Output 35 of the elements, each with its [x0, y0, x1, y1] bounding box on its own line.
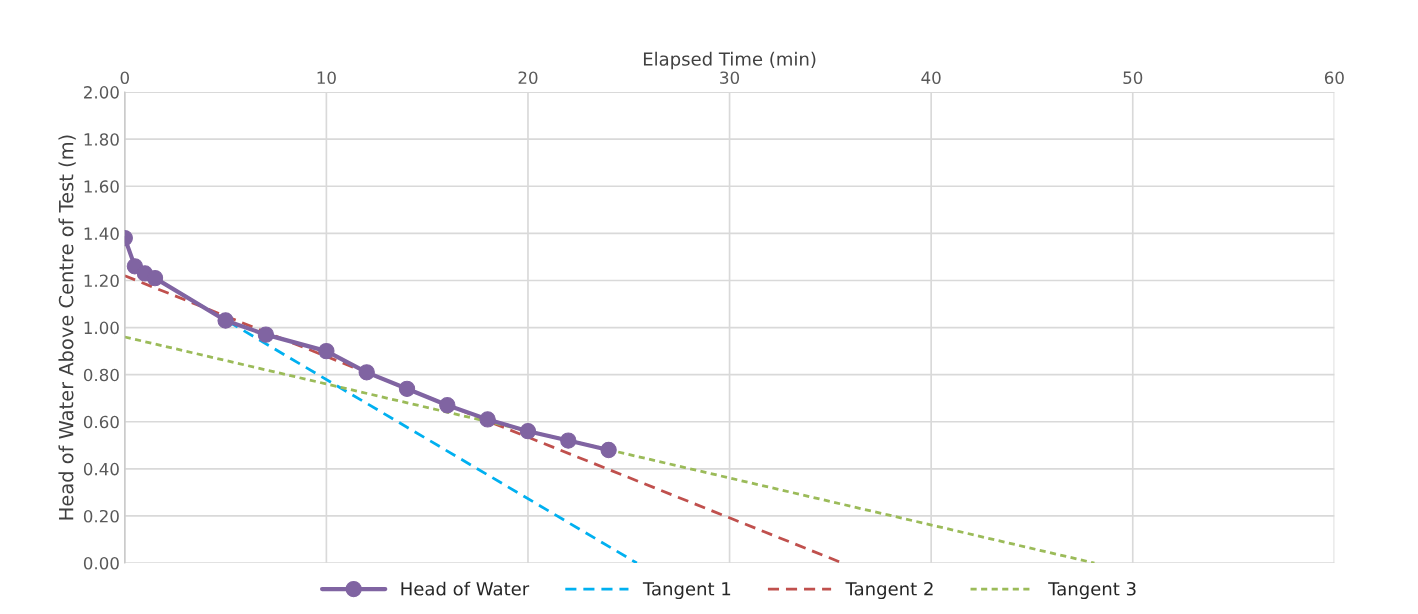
y-tick-label: 1.40 [84, 227, 119, 240]
legend-label: Tangent 2 [845, 581, 933, 600]
point [257, 326, 275, 343]
x-tick-label: 20 [518, 71, 538, 85]
point [600, 441, 617, 459]
point [318, 342, 335, 360]
y-tick-label: 0.20 [83, 509, 119, 523]
x-tick-label: 0 [120, 71, 129, 85]
point [439, 397, 456, 414]
point [519, 423, 537, 440]
y-tick-label: 1.20 [84, 274, 119, 288]
x-tick-label: 50 [1123, 71, 1143, 85]
legend-label: Head of Water [401, 581, 530, 596]
point [398, 380, 416, 397]
point [358, 364, 375, 381]
legend-label: Tangent 1 [642, 582, 731, 600]
y-tick-label: 0.80 [83, 368, 119, 382]
y-tick-label: 0.60 [83, 415, 119, 429]
y-tick-label: 1.60 [84, 180, 119, 193]
x-tick-label: 40 [921, 71, 941, 85]
y-tick-label: 0.00 [83, 557, 119, 570]
x-tick-label: 10 [317, 71, 336, 85]
point [479, 411, 496, 428]
y-tick-label: 0.40 [83, 462, 119, 476]
point [217, 312, 234, 329]
point [560, 432, 577, 449]
x-tick-label: 60 [1324, 71, 1344, 85]
x-axis-title: Elapsed Time (min) [643, 51, 816, 70]
y-tick-label: 2.00 [84, 86, 119, 99]
point [146, 269, 164, 287]
y-axis-title: Head of Water Above Centre of Test (m) [58, 135, 76, 520]
y-tick-label: 1.80 [84, 133, 119, 146]
legend-label: Tangent 3 [1048, 581, 1136, 600]
x-tick-label: 30 [720, 71, 740, 85]
y-tick-label: 1.00 [84, 321, 119, 335]
